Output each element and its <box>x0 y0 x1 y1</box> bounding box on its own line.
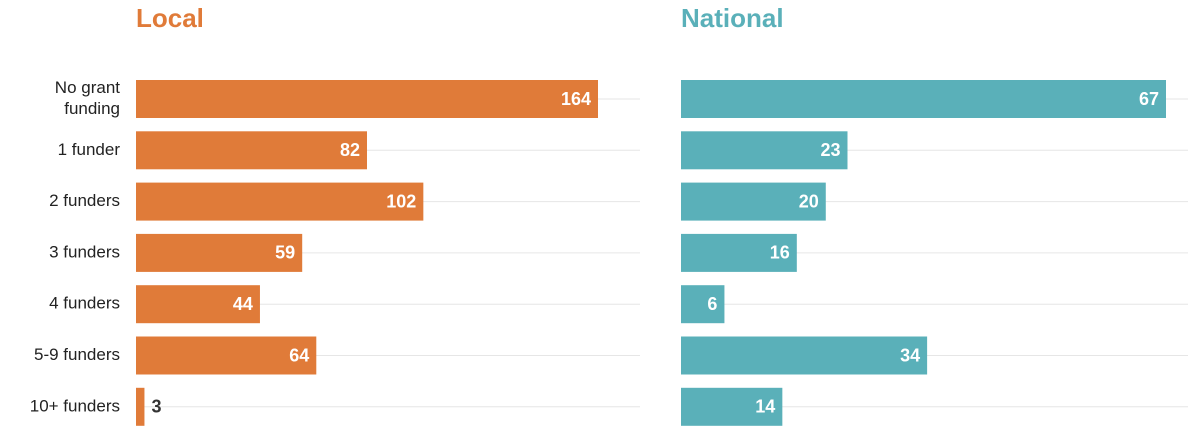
bar <box>681 285 725 324</box>
value-label: 20 <box>799 191 819 211</box>
bar <box>681 387 783 426</box>
value-label: 23 <box>820 140 840 160</box>
category-label-line: funding <box>64 99 120 118</box>
bar <box>136 387 145 426</box>
value-label: 59 <box>275 243 295 263</box>
bar <box>136 80 598 118</box>
value-label: 6 <box>707 294 717 314</box>
category-label: 3 funders <box>49 242 120 261</box>
bar <box>681 233 797 272</box>
bar <box>681 131 848 170</box>
category-label: 5-9 funders <box>34 345 120 364</box>
value-label: 16 <box>770 243 790 263</box>
value-label: 82 <box>340 140 360 160</box>
category-label: 4 funders <box>49 294 120 313</box>
panel-title: National <box>681 3 784 33</box>
value-label: 102 <box>386 191 416 211</box>
bar <box>136 182 424 221</box>
value-label: 14 <box>755 397 775 417</box>
category-label: 10+ funders <box>30 396 120 415</box>
panel-title: Local <box>136 3 204 33</box>
bar <box>681 182 826 221</box>
bar <box>136 285 260 324</box>
bar <box>681 336 928 375</box>
bar <box>136 131 367 170</box>
bar <box>136 233 303 272</box>
value-label: 44 <box>233 294 253 314</box>
value-label: 34 <box>900 345 920 365</box>
category-label: 2 funders <box>49 191 120 210</box>
value-label: 3 <box>151 397 161 417</box>
value-label: 64 <box>289 345 309 365</box>
category-label-line: No grant <box>55 78 120 97</box>
category-label: 1 funder <box>58 140 121 159</box>
category-label: No grant funding <box>55 78 120 118</box>
value-label: 67 <box>1139 89 1159 109</box>
bar <box>136 336 317 375</box>
bar <box>681 80 1166 118</box>
value-label: 164 <box>561 89 591 109</box>
